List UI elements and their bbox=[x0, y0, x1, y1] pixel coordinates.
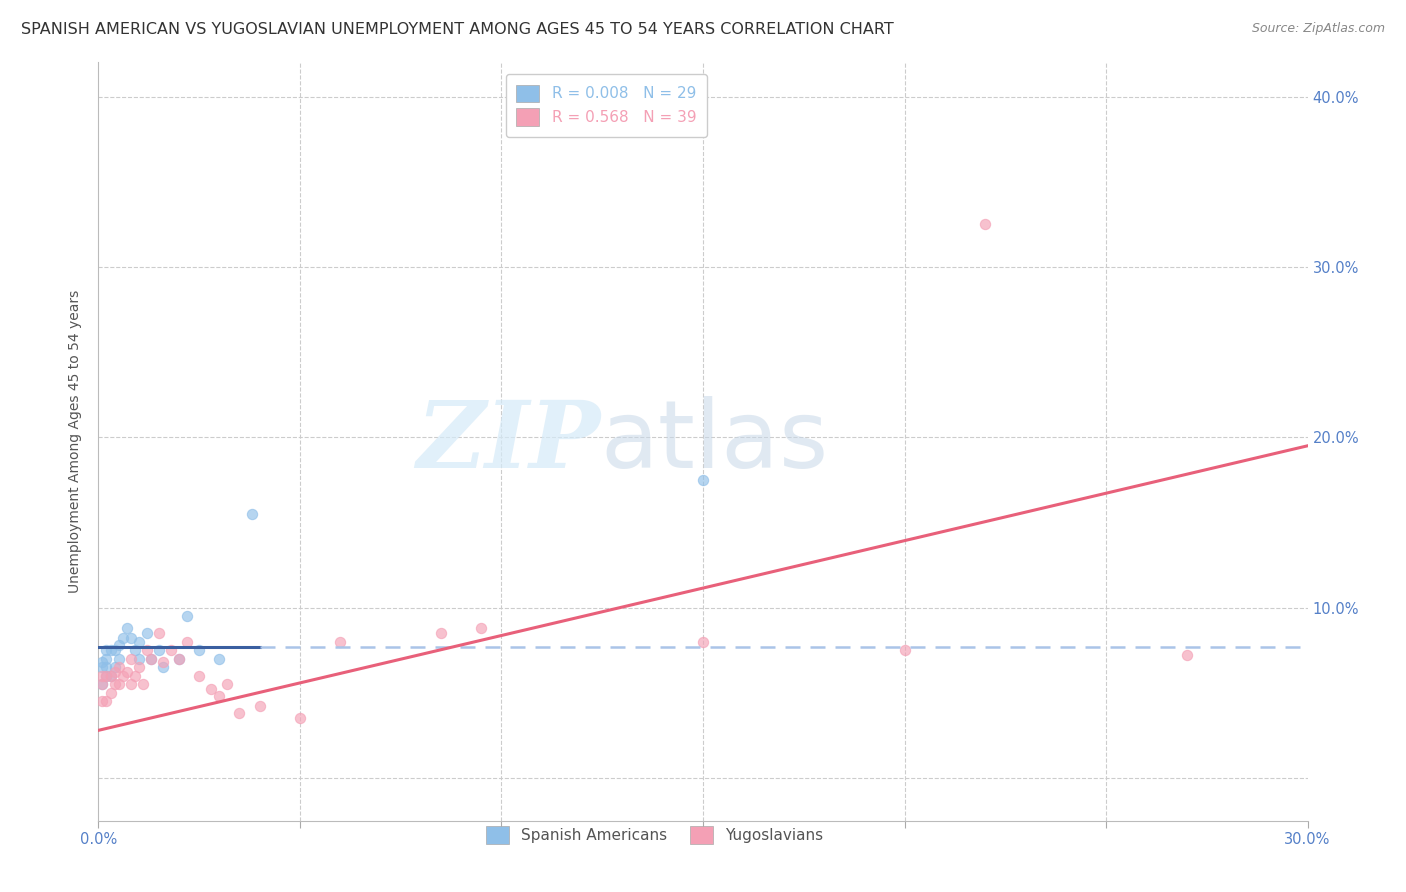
Point bbox=[107, 638, 129, 652]
Point bbox=[120, 677, 142, 691]
Point bbox=[128, 634, 150, 648]
Point bbox=[91, 655, 114, 669]
Point bbox=[160, 643, 183, 657]
Point bbox=[128, 660, 150, 674]
Point bbox=[188, 669, 211, 683]
Point bbox=[692, 634, 714, 648]
Point bbox=[103, 677, 125, 691]
Point bbox=[96, 643, 118, 657]
Point bbox=[893, 643, 915, 657]
Point bbox=[240, 507, 263, 521]
Point bbox=[100, 669, 122, 683]
Point bbox=[91, 677, 114, 691]
Point bbox=[107, 677, 129, 691]
Point bbox=[96, 694, 118, 708]
Point bbox=[139, 652, 162, 666]
Point bbox=[124, 669, 146, 683]
Point bbox=[148, 643, 170, 657]
Point bbox=[96, 652, 118, 666]
Point bbox=[111, 669, 134, 683]
Point bbox=[430, 626, 453, 640]
Point bbox=[200, 682, 222, 697]
Point bbox=[288, 711, 311, 725]
Point bbox=[152, 660, 174, 674]
Point bbox=[208, 652, 231, 666]
Text: ZIP: ZIP bbox=[416, 397, 600, 486]
Point bbox=[1175, 648, 1198, 663]
Point bbox=[329, 634, 352, 648]
Text: atlas: atlas bbox=[600, 395, 828, 488]
Point bbox=[124, 643, 146, 657]
Point bbox=[249, 699, 271, 714]
Y-axis label: Unemployment Among Ages 45 to 54 years: Unemployment Among Ages 45 to 54 years bbox=[69, 290, 83, 593]
Point bbox=[120, 632, 142, 646]
Point bbox=[176, 634, 198, 648]
Point bbox=[139, 652, 162, 666]
Point bbox=[228, 706, 250, 721]
Point bbox=[470, 621, 492, 635]
Point bbox=[132, 677, 155, 691]
Point bbox=[167, 652, 190, 666]
Point bbox=[974, 217, 997, 231]
Point bbox=[91, 660, 114, 674]
Point bbox=[115, 621, 138, 635]
Point bbox=[96, 669, 118, 683]
Point bbox=[103, 643, 125, 657]
Point bbox=[100, 643, 122, 657]
Point bbox=[128, 652, 150, 666]
Point bbox=[188, 643, 211, 657]
Point bbox=[111, 632, 134, 646]
Point bbox=[103, 665, 125, 680]
Point bbox=[91, 677, 114, 691]
Point bbox=[107, 660, 129, 674]
Point bbox=[152, 655, 174, 669]
Point bbox=[692, 473, 714, 487]
Point bbox=[115, 665, 138, 680]
Point bbox=[100, 686, 122, 700]
Point bbox=[176, 609, 198, 624]
Point bbox=[91, 694, 114, 708]
Point bbox=[120, 652, 142, 666]
Point bbox=[135, 626, 157, 640]
Legend: Spanish Americans, Yugoslavians: Spanish Americans, Yugoslavians bbox=[475, 815, 834, 855]
Point bbox=[103, 660, 125, 674]
Point bbox=[100, 669, 122, 683]
Point bbox=[96, 669, 118, 683]
Point bbox=[167, 652, 190, 666]
Point bbox=[96, 660, 118, 674]
Point bbox=[135, 643, 157, 657]
Point bbox=[208, 690, 231, 704]
Text: Source: ZipAtlas.com: Source: ZipAtlas.com bbox=[1251, 22, 1385, 36]
Point bbox=[148, 626, 170, 640]
Point bbox=[107, 652, 129, 666]
Point bbox=[91, 669, 114, 683]
Text: SPANISH AMERICAN VS YUGOSLAVIAN UNEMPLOYMENT AMONG AGES 45 TO 54 YEARS CORRELATI: SPANISH AMERICAN VS YUGOSLAVIAN UNEMPLOY… bbox=[21, 22, 894, 37]
Point bbox=[217, 677, 239, 691]
